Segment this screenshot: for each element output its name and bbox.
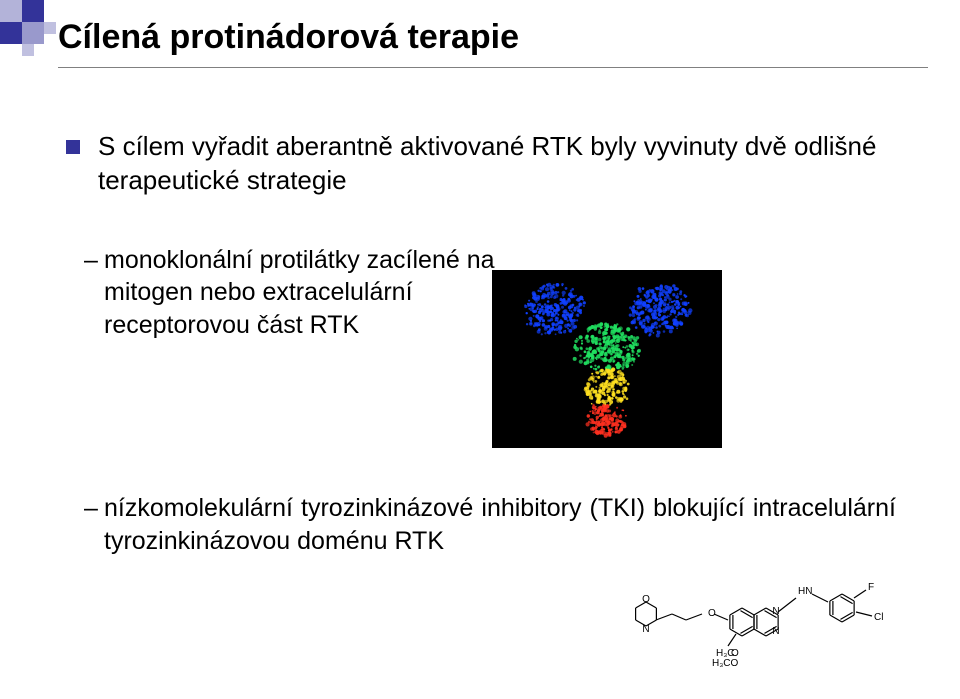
svg-text:N: N <box>772 626 779 637</box>
page-title: Cílená protinádorová terapie <box>58 18 930 57</box>
svg-text:HN: HN <box>798 586 812 597</box>
sub-item-1: – monoklonální protilátky zacílené na mi… <box>84 244 896 342</box>
dash-icon: – <box>84 244 104 277</box>
svg-text:H₃CO: H₃CO <box>712 658 739 669</box>
lead-text: S cílem vyřadit aberantně aktivované RTK… <box>98 130 896 198</box>
dash-icon: – <box>84 492 104 525</box>
title-underline <box>58 67 928 68</box>
svg-text:O: O <box>708 608 716 619</box>
chemical-structure: ONONNH₃COHNFClH₃CO <box>620 566 920 681</box>
svg-text:N: N <box>642 624 649 635</box>
lead-bullet: S cílem vyřadit aberantně aktivované RTK… <box>66 130 896 198</box>
svg-text:Cl: Cl <box>874 612 883 623</box>
svg-text:F: F <box>868 582 874 593</box>
sub-text-2: nízkomolekulární tyrozinkinázové inhibit… <box>104 492 896 557</box>
bullet-square-icon <box>66 140 80 154</box>
svg-text:O: O <box>642 594 650 605</box>
sub-text-1: monoklonální protilátky zacílené na mito… <box>104 244 504 342</box>
antibody-figure <box>492 270 722 448</box>
sub-item-2: – nízkomolekulární tyrozinkinázové inhib… <box>84 492 896 557</box>
